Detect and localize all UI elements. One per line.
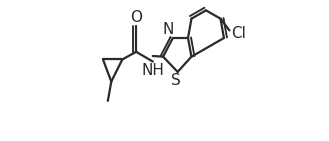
Text: NH: NH (141, 63, 164, 78)
Text: Cl: Cl (232, 26, 246, 41)
Text: S: S (171, 73, 181, 88)
Text: N: N (163, 22, 174, 37)
Text: O: O (130, 10, 142, 26)
